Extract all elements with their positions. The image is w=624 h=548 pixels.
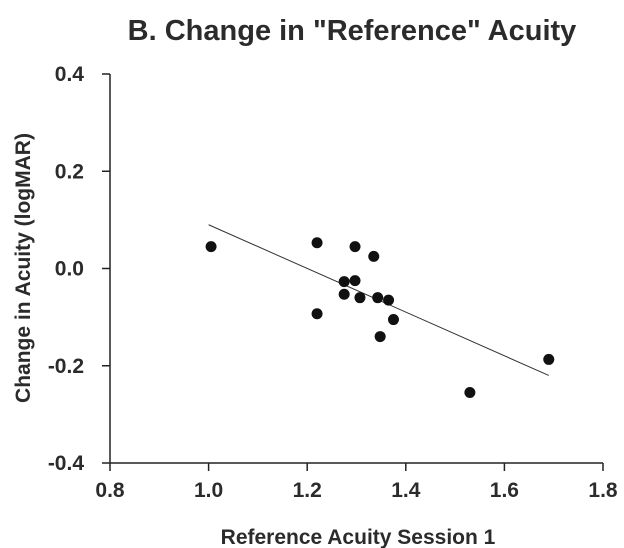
data-point (205, 241, 217, 253)
y-tick-label: -0.4 (48, 452, 85, 475)
data-points (205, 237, 555, 398)
data-point (383, 294, 395, 306)
data-point (338, 276, 350, 288)
data-point (368, 250, 380, 262)
data-point (372, 292, 384, 304)
data-point (354, 292, 366, 304)
y-tick-label: 0.0 (55, 258, 84, 281)
x-tick-label: 1.4 (391, 479, 421, 502)
data-point (374, 331, 386, 343)
x-axis-label: Reference Acuity Session 1 (221, 526, 496, 548)
data-point (338, 288, 350, 300)
x-tick-label: 1.8 (588, 479, 618, 502)
data-point (349, 275, 361, 287)
axes: 0.4 0.2 0.0 -0.2 -0.4 0.8 1.0 1.2 1.4 1.6 1.8 (48, 63, 618, 502)
data-point (349, 241, 361, 253)
y-tick-label: -0.2 (48, 355, 84, 378)
x-tick-label: 0.8 (95, 479, 125, 502)
data-point (311, 308, 323, 320)
data-point (311, 237, 323, 249)
x-tick-label: 1.2 (293, 479, 322, 502)
y-tick-label: 0.2 (55, 160, 84, 183)
x-tick-label: 1.0 (194, 479, 223, 502)
data-point (543, 353, 555, 365)
data-point (387, 314, 399, 326)
y-tick-label: 0.4 (55, 63, 85, 86)
x-tick-label: 1.6 (490, 479, 519, 502)
chart-title: B. Change in "Reference" Acuity (128, 15, 577, 47)
y-axis-label: Change in Acuity (logMAR) (12, 133, 35, 403)
data-point (464, 386, 476, 398)
